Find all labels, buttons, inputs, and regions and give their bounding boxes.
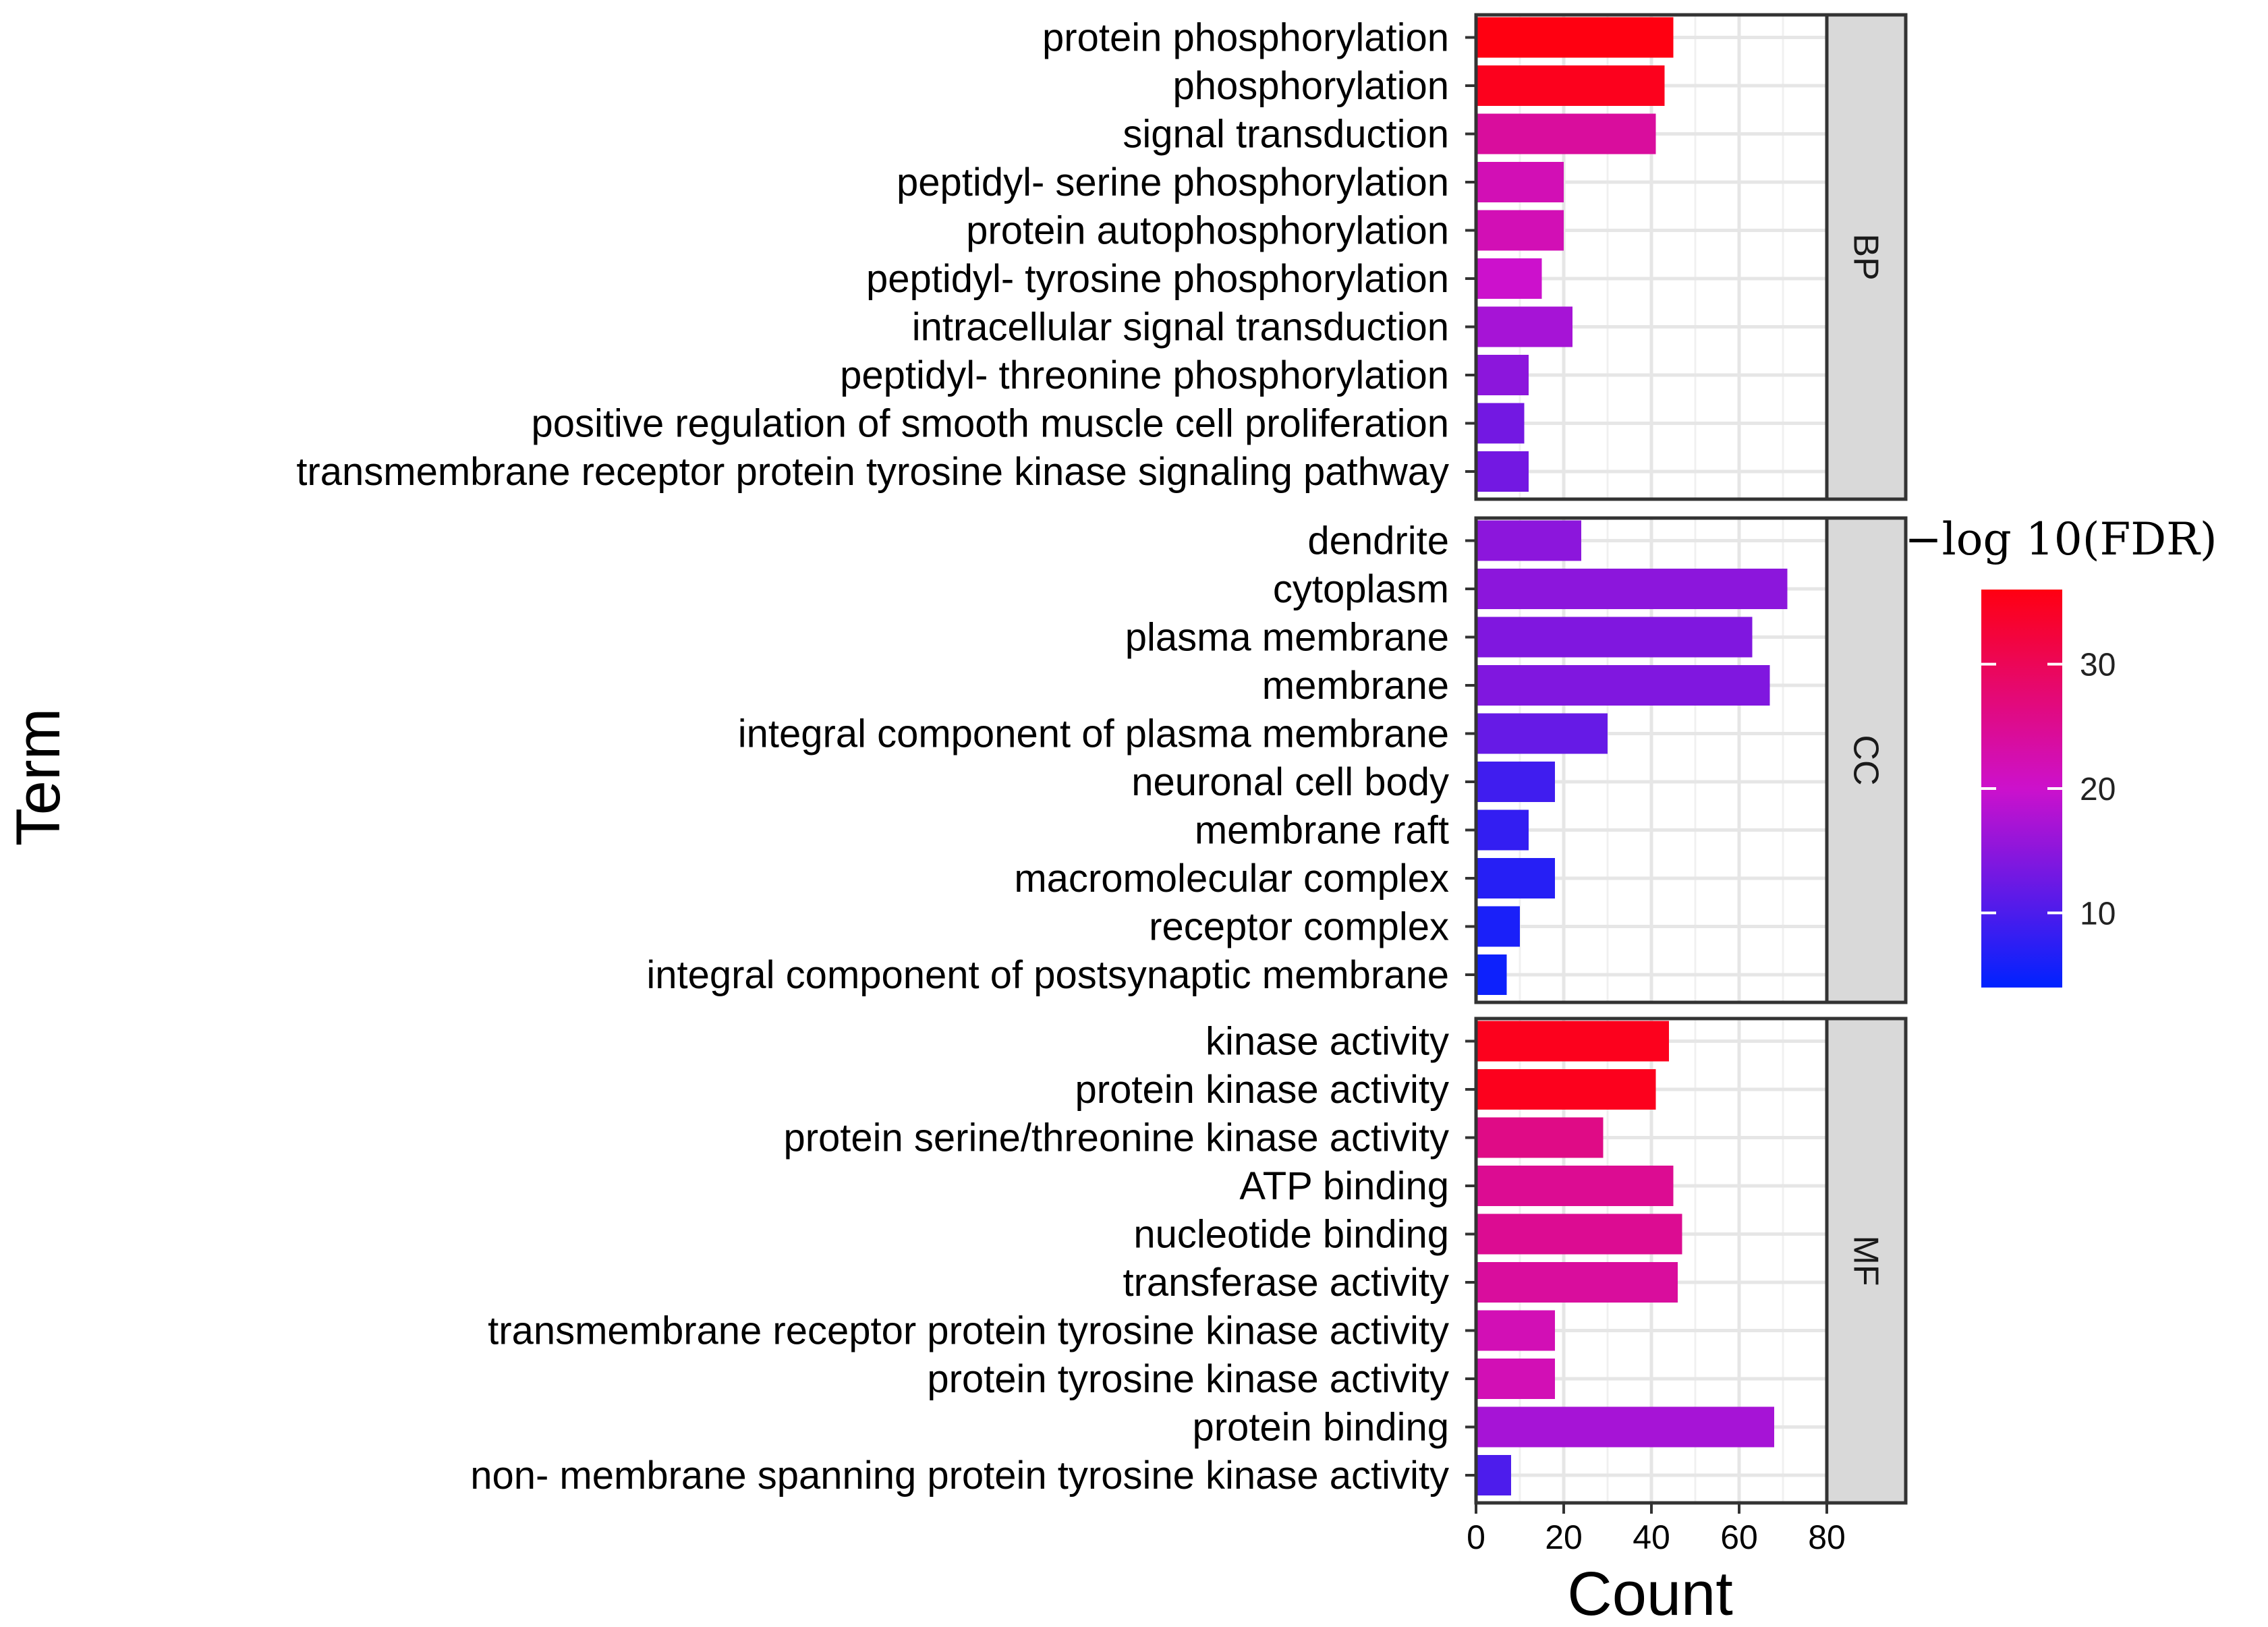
x-tick-label: 20 [1545,1518,1583,1556]
bar-bp-1 [1476,17,1674,58]
bar-cc-8 [1476,858,1555,898]
x-axis-title: Count [1567,1560,1733,1627]
bar-cc-1 [1476,520,1581,561]
bar-cc-6 [1476,762,1555,802]
x-tick-label: 80 [1808,1518,1846,1556]
bar-cc-4 [1476,665,1770,706]
bar-mf-2 [1476,1069,1656,1110]
term-label: integral component of plasma membrane [738,712,1449,756]
bar-bp-10 [1476,451,1529,492]
term-label: transferase activity [1123,1261,1449,1305]
bar-bp-5 [1476,210,1564,251]
term-label: peptidyl- tyrosine phosphorylation [866,257,1449,301]
term-label: kinase activity [1206,1020,1449,1064]
colorbar-tick-label: 20 [2080,772,2116,807]
facet-strip [1825,13,1908,501]
term-label: peptidyl- serine phosphorylation [897,161,1449,204]
facet-strip-label: MF [1846,1235,1886,1286]
term-label: transmembrane receptor protein tyrosine … [296,450,1449,494]
colorbar-tick-label: 30 [2080,648,2116,683]
bar-mf-9 [1476,1406,1774,1448]
bar-mf-3 [1476,1117,1604,1158]
bar-bp-7 [1476,306,1572,347]
term-label: protein phosphorylation [1042,16,1449,60]
x-axis: 0 20 40 60 80 [1467,1503,1846,1556]
facet-strip-label: BP [1846,233,1886,280]
term-label: transmembrane receptor protein tyrosine … [488,1309,1449,1353]
term-label: nucleotide binding [1133,1213,1449,1257]
term-label: membrane raft [1195,809,1449,853]
legend-title: −log 10(FDR) [1904,513,2217,565]
term-label: plasma membrane [1125,616,1449,660]
bar-bp-4 [1476,162,1564,202]
term-label: intracellular signal transduction [912,306,1449,349]
facet-strip-label: CC [1846,735,1886,785]
x-tick-label: 0 [1467,1518,1485,1556]
term-label: dendrite [1307,519,1449,563]
term-label: neuronal cell body [1131,760,1449,804]
term-label: protein kinase activity [1075,1068,1449,1112]
term-label: positive regulation of smooth muscle cel… [532,402,1449,446]
facet-strip [1825,516,1908,1004]
bar-cc-2 [1476,569,1788,609]
x-tick-label: 40 [1633,1518,1670,1556]
bar-cc-9 [1476,906,1520,947]
bar-mf-6 [1476,1262,1678,1303]
term-label: protein autophosphorylation [966,209,1449,253]
y-axis-title: Term [4,708,73,846]
bar-mf-4 [1476,1166,1674,1206]
bar-mf-10 [1476,1455,1511,1495]
bar-mf-5 [1476,1214,1682,1255]
term-label: protein tyrosine kinase activity [927,1357,1449,1401]
term-label: protein serine/threonine kinase activity [783,1116,1449,1160]
bar-bp-8 [1476,355,1529,395]
term-label: protein binding [1192,1406,1449,1450]
facet-strip [1825,1017,1908,1505]
bar-cc-3 [1476,617,1753,658]
term-label: signal transduction [1123,113,1449,156]
bar-cc-7 [1476,809,1529,851]
term-label: integral component of postsynaptic membr… [646,953,1449,997]
term-label: non- membrane spanning protein tyrosine … [470,1454,1449,1497]
bar-mf-8 [1476,1359,1555,1399]
term-label: peptidyl- threonine phosphorylation [840,353,1449,397]
bar-bp-3 [1476,113,1656,154]
term-label: macromolecular complex [1014,857,1449,901]
term-label: ATP binding [1239,1164,1449,1208]
bar-bp-2 [1476,65,1665,106]
bar-bp-6 [1476,258,1542,299]
bar-cc-10 [1476,954,1507,995]
bar-cc-5 [1476,713,1608,754]
term-label: cytoplasm [1273,567,1449,611]
bar-mf-1 [1476,1021,1669,1062]
term-label: receptor complex [1149,905,1449,949]
bar-mf-7 [1476,1310,1555,1351]
term-label: phosphorylation [1172,64,1449,108]
bar-bp-9 [1476,403,1525,444]
x-tick-label: 60 [1720,1518,1758,1556]
color-legend: −log 10(FDR) 10 20 30 [1904,513,2217,988]
term-label: membrane [1262,664,1449,708]
colorbar-tick-label: 10 [2080,896,2116,932]
